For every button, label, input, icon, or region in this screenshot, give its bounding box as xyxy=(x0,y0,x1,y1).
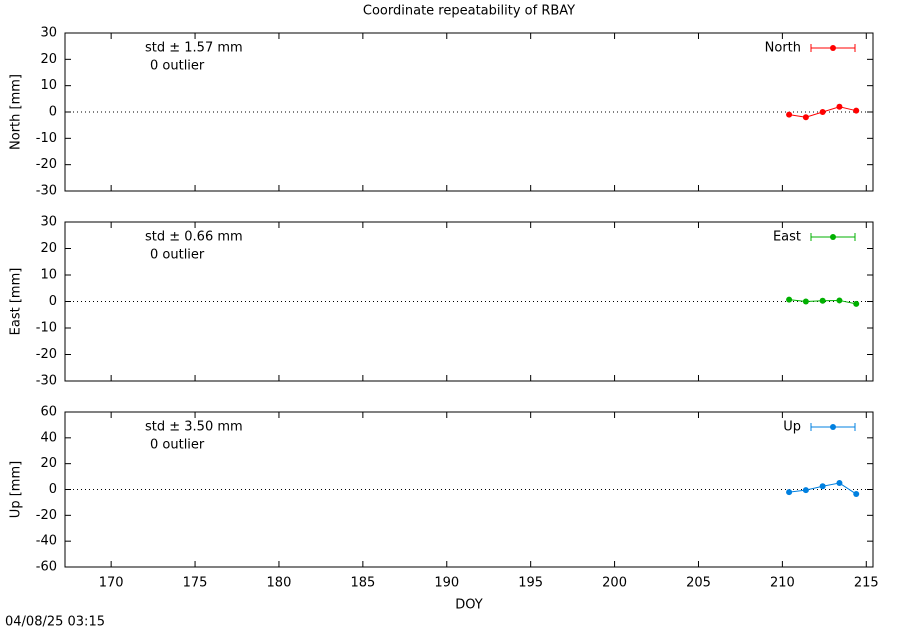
data-point xyxy=(819,297,826,304)
data-point xyxy=(786,296,793,303)
legend-marker xyxy=(830,45,836,51)
x-axis-label: DOY xyxy=(455,598,483,613)
y-tick-label: -10 xyxy=(36,321,57,336)
data-point xyxy=(819,483,826,490)
y-axis-label: North [mm] xyxy=(9,74,24,150)
timestamp: 04/08/25 03:15 xyxy=(5,615,105,630)
annotation: std ± 1.57 mm xyxy=(145,41,243,56)
y-tick-label: -30 xyxy=(36,374,57,389)
x-tick-label: 190 xyxy=(434,576,459,591)
data-point xyxy=(853,107,860,114)
plot-frame xyxy=(64,411,874,568)
y-tick-label: 0 xyxy=(49,105,57,120)
annotation: 0 outlier xyxy=(150,438,205,453)
y-tick-label: -20 xyxy=(36,508,57,523)
x-tick-label: 195 xyxy=(518,576,543,591)
data-point xyxy=(853,491,860,498)
y-tick-label: 10 xyxy=(40,78,57,93)
plot-frame xyxy=(64,32,874,192)
legend-label: East xyxy=(773,230,801,245)
data-point xyxy=(836,103,843,110)
data-point xyxy=(836,297,843,304)
y-tick-label: -20 xyxy=(36,157,57,172)
x-tick-label: 175 xyxy=(183,576,208,591)
data-point xyxy=(836,480,843,487)
y-tick-label: -30 xyxy=(36,184,57,199)
y-tick-label: 20 xyxy=(40,456,57,471)
y-tick-label: 20 xyxy=(40,52,57,67)
data-point xyxy=(802,114,809,121)
legend-label: Up xyxy=(783,420,801,435)
x-tick-label: 170 xyxy=(99,576,124,591)
x-tick-label: 185 xyxy=(350,576,375,591)
y-tick-label: -40 xyxy=(36,534,57,549)
chart-title: Coordinate repeatability of RBAY xyxy=(363,4,575,19)
y-tick-label: 0 xyxy=(49,482,57,497)
annotation: std ± 0.66 mm xyxy=(145,230,243,245)
y-tick-label: -60 xyxy=(36,560,57,575)
x-tick-label: 205 xyxy=(686,576,711,591)
data-point xyxy=(802,487,809,494)
legend-marker xyxy=(830,424,836,430)
y-tick-label: -20 xyxy=(36,347,57,362)
y-tick-label: 30 xyxy=(40,26,57,41)
x-tick-label: 215 xyxy=(854,576,879,591)
legend-marker xyxy=(830,234,836,240)
y-tick-label: -10 xyxy=(36,131,57,146)
data-point xyxy=(819,109,826,115)
data-point xyxy=(802,298,809,305)
data-point xyxy=(786,489,793,496)
y-tick-label: 10 xyxy=(40,268,57,283)
legend-label: North xyxy=(765,41,801,56)
y-axis-label: Up [mm] xyxy=(9,461,24,518)
y-tick-label: 40 xyxy=(40,430,57,445)
x-tick-label: 210 xyxy=(770,576,795,591)
annotation: 0 outlier xyxy=(150,248,205,263)
plot-frame xyxy=(64,221,874,382)
y-tick-label: 20 xyxy=(40,241,57,256)
y-tick-label: 30 xyxy=(40,215,57,230)
data-point xyxy=(786,111,793,118)
annotation: 0 outlier xyxy=(150,59,205,74)
y-axis-label: East [mm] xyxy=(9,268,24,336)
x-tick-label: 200 xyxy=(602,576,627,591)
y-tick-label: 60 xyxy=(40,405,57,420)
data-point xyxy=(853,300,860,307)
annotation: std ± 3.50 mm xyxy=(145,420,243,435)
y-tick-label: 0 xyxy=(49,294,57,309)
x-tick-label: 180 xyxy=(267,576,292,591)
